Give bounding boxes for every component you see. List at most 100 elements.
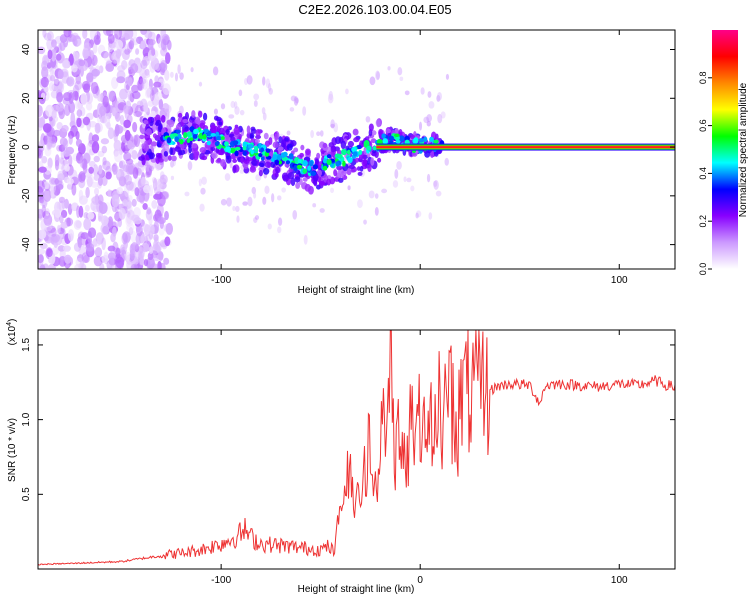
- colorbar-ticks: 0.0 0.2 0.4 0.6 0.8: [698, 72, 712, 275]
- spectrogram-noise-cell: [132, 167, 139, 179]
- spectrogram-noise-cell: [124, 48, 131, 55]
- spectrogram-noise-cell: [103, 51, 112, 62]
- spectrogram-noise-cell: [59, 214, 64, 224]
- spectrogram-noise-cell: [115, 48, 121, 59]
- spectrogram-ridge-cell: [172, 133, 179, 137]
- spectrogram-noise-cell: [100, 215, 109, 226]
- spectrogram-noise-cell: [83, 83, 91, 93]
- spectrogram-noise-cell: [68, 154, 73, 167]
- spectrogram-noise-cell: [102, 30, 112, 36]
- spectrogram-band-cell: [218, 121, 223, 126]
- spectrogram-noise-cell: [140, 40, 146, 49]
- spectrogram-scatter-cell: [236, 215, 240, 223]
- snr-ylabel: SNR (10 * v/v): [7, 418, 18, 482]
- spectrogram-noise-cell: [138, 76, 143, 85]
- spectrogram-noise-cell: [61, 59, 71, 69]
- spectrogram-noise-cell: [130, 263, 139, 269]
- spectrogram-ridge-cell: [382, 138, 389, 145]
- spectrogram-ridge-cell: [229, 147, 236, 153]
- spectrogram-noise-cell: [115, 111, 121, 122]
- colorbar-tick-label: 0.2: [698, 215, 708, 228]
- spectrogram-noise-cell: [85, 101, 93, 111]
- spectrogram-noise-cell: [51, 109, 57, 120]
- spectrogram-noise-cell: [78, 177, 86, 189]
- spectrogram-band-cell: [263, 132, 269, 140]
- spectrogram-noise-cell: [131, 91, 141, 100]
- spectrogram-noise-cell: [122, 199, 128, 207]
- y-tick-label: 0: [21, 144, 32, 150]
- spectrogram-marks: [38, 30, 675, 269]
- spectrogram-noise-cell: [91, 195, 101, 206]
- spectrogram-noise-cell: [154, 75, 159, 84]
- spectrogram-band-cell: [143, 119, 149, 125]
- spectrogram-ridge-cell: [276, 154, 282, 161]
- spectrogram-ridge-cell: [381, 133, 386, 139]
- spectrogram-band-cell: [346, 168, 352, 176]
- spectrogram-scatter-cell: [224, 173, 231, 181]
- spectrogram-noise-cell: [90, 196, 100, 204]
- colorbar-label: Normalized spectral amplitude: [738, 82, 749, 217]
- spectrogram-noise-cell: [113, 150, 123, 163]
- spectrogram-noise-cell: [143, 185, 151, 194]
- spectrogram-noise-cell: [77, 173, 83, 183]
- spectrogram-ridge-cell: [337, 153, 343, 159]
- spectrogram-scatter-cell: [198, 178, 202, 187]
- spectrogram-noise-cell: [86, 72, 94, 83]
- y-tick-label: -20: [21, 188, 32, 203]
- spectrogram-scatter-cell: [381, 188, 388, 194]
- spectrogram-scatter-cell: [345, 88, 349, 95]
- spectrogram-noise-cell: [91, 134, 100, 143]
- spectrogram-noise-cell: [51, 48, 57, 59]
- spectrogram-noise-cell: [105, 171, 112, 180]
- spectrogram-noise-cell: [81, 158, 88, 170]
- spectrogram-noise-cell: [118, 207, 126, 220]
- colorbar-tick-label: 0.4: [698, 167, 708, 180]
- spectrogram-noise-cell: [83, 42, 92, 51]
- spectrogram-ridge-cell: [413, 137, 419, 144]
- spectrogram-noise-cell: [61, 143, 67, 152]
- spectrogram-noise-cell: [123, 104, 129, 115]
- spectrogram-noise-cell: [101, 255, 110, 264]
- spectrogram-scatter-cell: [239, 109, 245, 116]
- spectrogram-scatter-cell: [262, 196, 267, 205]
- spectrogram-noise-cell: [55, 53, 62, 61]
- spectrogram-band-cell: [367, 164, 372, 173]
- spectrogram-noise-cell: [119, 88, 128, 100]
- spectrogram-band-cell: [368, 123, 374, 132]
- spectrogram-noise-cell: [63, 149, 71, 157]
- x-tick-label: -100: [211, 275, 231, 286]
- spectrogram-noise-cell: [68, 169, 78, 179]
- spectrogram-ylabel: Frequency (Hz): [7, 116, 18, 185]
- spectrogram-noise-cell: [85, 92, 94, 105]
- spectrogram-ridge-cell: [232, 140, 239, 146]
- spectrogram-band-cell: [148, 152, 155, 160]
- x-tick-label: 100: [611, 275, 628, 286]
- spectrogram-ridge-cell: [394, 133, 400, 138]
- spectrogram-noise-cell: [115, 100, 120, 113]
- spectrogram-noise-cell: [140, 59, 148, 70]
- spectrogram-noise-cell: [82, 47, 90, 60]
- spectrogram-band-cell: [319, 180, 325, 186]
- spectrogram-noise-cell: [164, 104, 172, 114]
- spectrogram-noise-cell: [101, 51, 109, 59]
- spectrogram-noise-cell: [125, 163, 134, 176]
- spectrogram-noise-cell: [87, 211, 95, 220]
- spectrogram-band-cell: [160, 115, 166, 123]
- spectrogram-band-cell: [255, 134, 262, 140]
- spectrogram-band-cell: [218, 149, 225, 156]
- spectrogram-noise-cell: [50, 185, 55, 199]
- spectrogram-ridge-cell: [395, 139, 401, 144]
- spectrogram-scatter-cell: [316, 131, 321, 137]
- spectrogram-noise-cell: [151, 200, 158, 209]
- spectrogram-ridge-cell: [260, 147, 265, 153]
- spectrogram-band-cell: [316, 152, 321, 160]
- spectrogram-band-cell: [191, 110, 196, 118]
- spectrogram-noise-cell: [153, 81, 162, 88]
- spectrogram-scatter-cell: [187, 161, 193, 171]
- spectrogram-scatter-cell: [410, 185, 415, 192]
- spectrogram-noise-cell: [85, 242, 95, 252]
- spectrogram-scatter-cell: [427, 91, 432, 98]
- spectrogram-ridge-cell: [351, 146, 357, 153]
- spectrogram-noise-cell: [93, 255, 103, 267]
- spectrogram-scatter-cell: [433, 180, 438, 187]
